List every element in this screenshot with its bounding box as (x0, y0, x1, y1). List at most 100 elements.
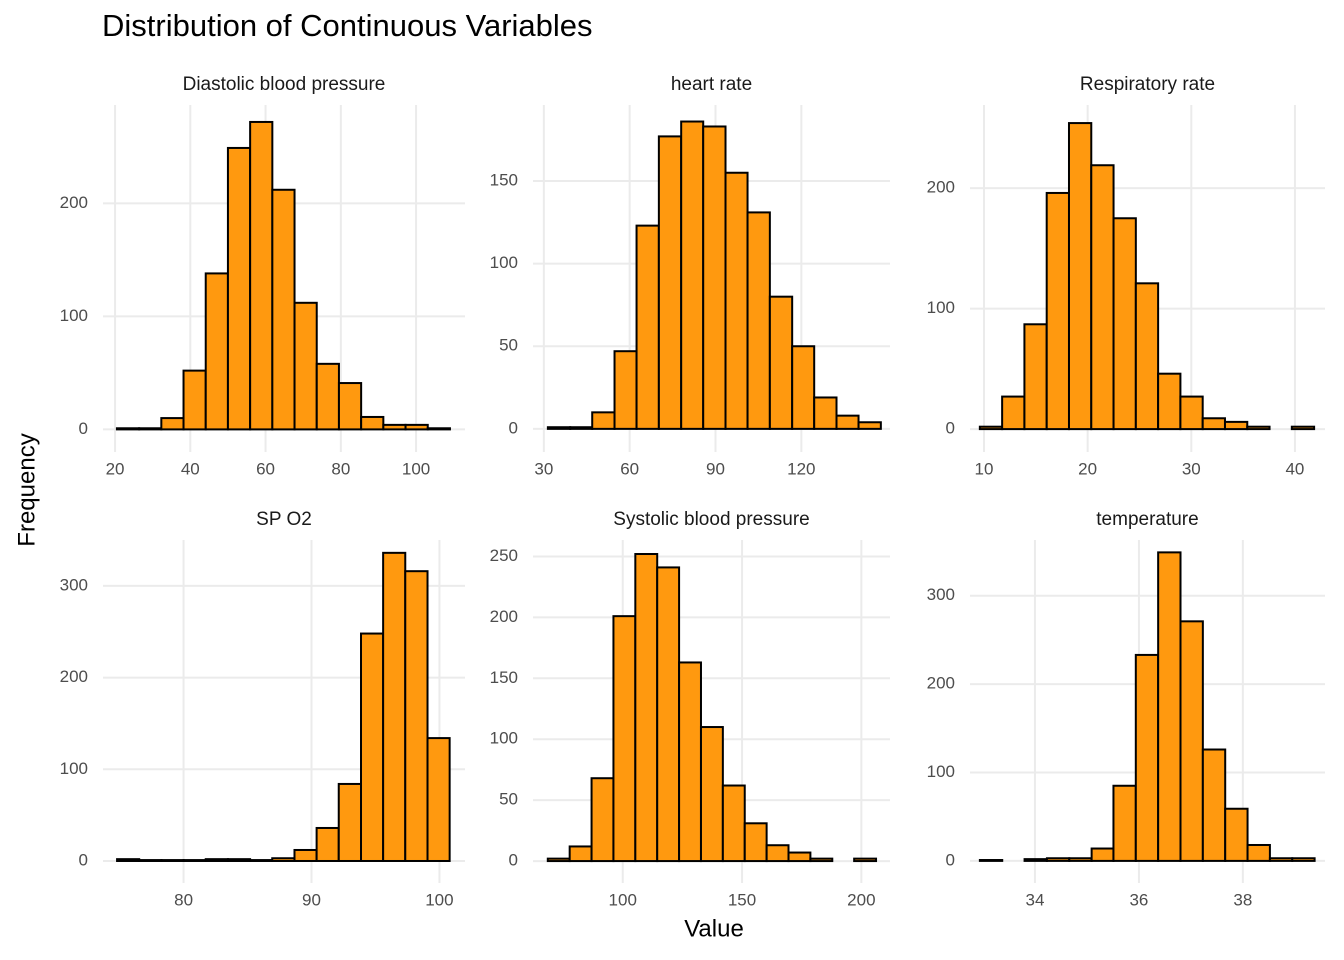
histogram-bar (1045, 191, 1070, 431)
histogram-bar (857, 421, 882, 430)
x-tick-label: 80 (331, 459, 350, 478)
y-tick-label: 200 (60, 667, 88, 686)
histogram-bar (680, 120, 705, 430)
histogram-bar (809, 857, 834, 863)
x-tick-label: 80 (174, 890, 193, 909)
histogram-bar (791, 345, 816, 430)
x-tick-label: 100 (609, 890, 637, 909)
panel-title: Diastolic blood pressure (183, 74, 386, 95)
y-tick-label: 100 (60, 306, 88, 325)
histogram-bar (1023, 323, 1048, 431)
panel-title: Respiratory rate (1080, 74, 1215, 95)
histogram-bar (702, 125, 727, 430)
histogram-bar (635, 224, 660, 430)
y-tick-label: 50 (499, 790, 518, 809)
histogram-bar (1268, 857, 1294, 862)
y-tick-label: 100 (927, 298, 955, 317)
histogram-bar (1090, 847, 1115, 862)
x-tick-label: 40 (181, 459, 200, 478)
histogram-bar (1246, 425, 1271, 431)
histogram-bar (1001, 395, 1026, 431)
histogram-bar (382, 551, 407, 862)
histogram-bar (360, 415, 385, 431)
histogram-bar (853, 857, 878, 863)
histogram-bar (1290, 425, 1316, 431)
x-tick-label: 30 (534, 459, 553, 478)
histogram-bar (613, 350, 638, 430)
histogram-bar (743, 822, 768, 863)
x-tick-label: 20 (1078, 459, 1097, 478)
histogram-bar (721, 784, 746, 863)
histogram-bar (182, 369, 207, 431)
x-tick-label: 120 (787, 459, 815, 478)
histogram-bar (699, 726, 724, 863)
histogram-bar (768, 295, 794, 430)
histogram-bar (591, 411, 616, 430)
panel-title: heart rate (671, 74, 752, 95)
panel-title: Systolic blood pressure (613, 509, 809, 530)
histogram-bar (1223, 420, 1249, 431)
x-tick-label: 40 (1285, 459, 1304, 478)
x-tick-label: 100 (402, 459, 430, 478)
histogram-bar (978, 859, 1004, 862)
y-tick-label: 200 (927, 674, 955, 693)
histogram-bar (612, 615, 637, 863)
x-tick-label: 34 (1026, 890, 1045, 909)
histogram-bar (724, 171, 749, 430)
histogram-bar (249, 120, 274, 431)
histogram-bar (546, 857, 571, 863)
histogram-bar (1224, 807, 1249, 862)
panel-title: temperature (1096, 509, 1198, 530)
histogram-bar (1201, 417, 1226, 431)
histogram-bar (546, 426, 572, 430)
histogram-bar (115, 427, 141, 431)
y-tick-label: 150 (490, 668, 518, 687)
histogram-bar (204, 272, 229, 431)
x-tick-label: 60 (256, 459, 275, 478)
x-axis-label: Value (684, 915, 744, 942)
histogram-bar (426, 427, 451, 431)
histogram-bar (746, 211, 771, 430)
histogram-bar (271, 857, 296, 862)
histogram-bar (1201, 748, 1227, 862)
x-tick-label: 30 (1182, 459, 1201, 478)
histogram-bar (404, 570, 429, 862)
histogram-bar (160, 417, 185, 431)
histogram-bar (1068, 857, 1093, 862)
histogram-bar (337, 782, 363, 862)
histogram-bar (1112, 784, 1137, 862)
x-tick-label: 100 (425, 890, 453, 909)
histogram-bar (1157, 551, 1182, 862)
panel-title: SP O2 (256, 509, 312, 530)
histogram-bar (765, 844, 790, 863)
histogram-bar (315, 362, 340, 431)
histogram-bar (1090, 164, 1115, 431)
y-tick-label: 50 (499, 336, 518, 355)
y-tick-label: 200 (927, 178, 955, 197)
y-tick-label: 100 (490, 729, 518, 748)
x-tick-label: 20 (106, 459, 125, 478)
histogram-bar (138, 427, 163, 431)
y-tick-label: 200 (60, 193, 88, 212)
x-tick-label: 60 (620, 459, 639, 478)
histogram-bar (1157, 372, 1182, 431)
histogram-bar (382, 423, 407, 431)
histogram-bar (204, 858, 229, 862)
y-tick-label: 300 (927, 585, 955, 604)
histogram-bar (678, 661, 702, 863)
histogram-bar (293, 301, 318, 431)
y-tick-label: 0 (79, 850, 88, 869)
y-tick-label: 100 (490, 253, 518, 272)
y-tick-label: 100 (927, 762, 955, 781)
histogram-bar (1134, 282, 1160, 431)
histogram-bar (1067, 122, 1093, 431)
histogram-bar (360, 632, 385, 862)
histogram-bar (226, 146, 252, 431)
y-tick-label: 100 (60, 759, 88, 778)
x-tick-label: 150 (728, 890, 756, 909)
histogram-bar (1179, 395, 1204, 431)
histogram-bar (978, 425, 1004, 431)
histogram-bar (160, 859, 185, 862)
histogram-bar (634, 553, 659, 863)
histogram-bar (590, 777, 615, 863)
